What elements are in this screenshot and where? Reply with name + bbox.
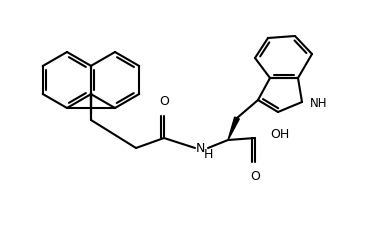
Text: N: N: [196, 141, 206, 154]
Polygon shape: [228, 117, 239, 140]
Text: O: O: [159, 95, 169, 108]
Text: NH: NH: [310, 97, 327, 110]
Text: OH: OH: [270, 128, 289, 141]
Text: H: H: [204, 148, 213, 162]
Text: O: O: [250, 170, 260, 183]
